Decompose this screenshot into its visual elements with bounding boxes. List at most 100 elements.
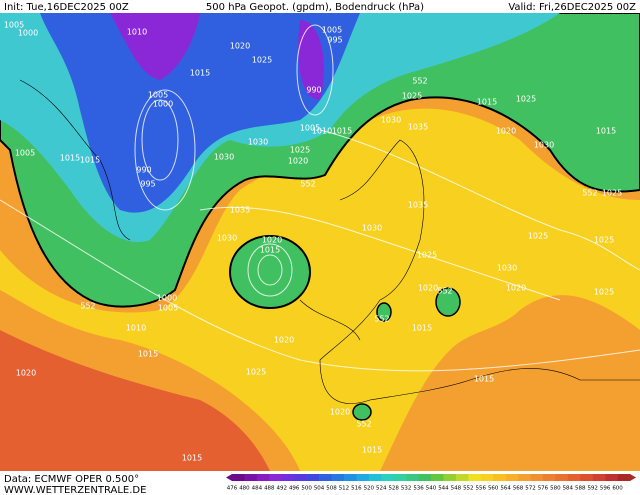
colorbar-tick-label: 540 — [426, 486, 437, 492]
colorbar-tick-label: 572 — [525, 486, 536, 492]
colorbar-tick-label: 568 — [513, 486, 524, 492]
map — [0, 12, 640, 472]
colorbar-tick-label: 556 — [476, 486, 487, 492]
isobar-label: 1015 — [362, 446, 382, 455]
title: 500 hPa Geopot. (gpdm), Bodendruck (hPa) — [206, 2, 424, 13]
isobar-label: 1025 — [594, 288, 614, 297]
isobar-label: 1020 — [506, 284, 526, 293]
colorbar-tick-label: 500 — [301, 486, 312, 492]
colorbar-segment — [368, 474, 382, 481]
coastlines — [19, 79, 640, 404]
isobar-label: 552 — [80, 302, 95, 311]
colorbar-segment — [605, 474, 618, 481]
colorbar-tick-label: 532 — [401, 486, 412, 492]
valid-time: Valid: Fri,26DEC2025 00Z — [508, 2, 636, 13]
isobar-label: 1025 — [594, 236, 614, 245]
isobar-label: 1035 — [408, 123, 428, 132]
website: WWW.WETTERZENTRALE.DE — [4, 485, 146, 495]
colorbar-segment — [505, 474, 519, 481]
isobar-label: 1030 — [248, 138, 268, 147]
isobar-label: 1015 — [474, 375, 494, 384]
colorbar-segment — [244, 474, 258, 481]
colorbar-segment — [418, 474, 432, 481]
colorbar-segment — [567, 474, 581, 481]
isobar-label: 1025 — [246, 368, 266, 377]
colorbar-segment — [431, 474, 444, 481]
colorbar-tick-label: 588 — [575, 486, 586, 492]
isobar-label: 1015 — [412, 324, 432, 333]
isobar-label: 1005 — [322, 26, 342, 35]
colorbar-tick-label: 492 — [277, 486, 288, 492]
isobar-label: 552 — [300, 180, 315, 189]
colorbar-tick-label: 576 — [538, 486, 549, 492]
colorbar-segment — [232, 474, 245, 481]
contour-552-low — [376, 302, 392, 322]
colorbar-segment — [381, 474, 394, 481]
colorbar-segment — [443, 474, 457, 481]
isobar-label: 1020 — [230, 42, 250, 51]
colorbar-segment — [306, 474, 320, 481]
colorbar-tick-label: 516 — [351, 486, 362, 492]
isobar-label: 1015 — [332, 127, 352, 136]
isobar-label: 1030 — [214, 153, 234, 162]
isobar-label: 1020 — [330, 408, 350, 417]
colorbar-arrow-low — [226, 474, 232, 481]
colorbar-tick-label: 564 — [500, 486, 511, 492]
colorbar-segment — [269, 474, 283, 481]
colorbar-tick-label: 596 — [600, 486, 611, 492]
isobar-label: 1005 — [148, 91, 168, 100]
colorbar-segment — [356, 474, 370, 481]
colorbar-tick-label: 548 — [451, 486, 462, 492]
isobar-label: 1020 — [16, 369, 36, 378]
colorbar-tick-label: 528 — [388, 486, 399, 492]
isobar-label: 552 — [412, 77, 427, 86]
isobar-label: 552 — [374, 315, 389, 324]
colorbar-segment — [281, 474, 295, 481]
isobar-label: 1035 — [230, 206, 250, 215]
data-source: Data: ECMWF OPER 0.500° — [4, 474, 139, 485]
isobar-label: 1020 — [418, 284, 438, 293]
colorbar-tick-label: 536 — [413, 486, 424, 492]
colorbar-tick-label: 476 — [227, 486, 238, 492]
init-time: Init: Tue,16DEC2025 00Z — [4, 2, 129, 13]
colorbar-tick-label: 484 — [252, 486, 263, 492]
field-red — [0, 330, 270, 471]
isobar-label: 1020 — [288, 157, 308, 166]
isobar-label: 1015 — [182, 454, 202, 463]
isobar-label: 1015 — [477, 98, 497, 107]
isobar-label: 995 — [140, 180, 155, 189]
colorbar-tick-label: 560 — [488, 486, 499, 492]
isobar-label: 1005 — [158, 304, 178, 313]
colorbar-segment — [406, 474, 419, 481]
colorbar-segment — [331, 474, 345, 481]
contour-552-low — [352, 403, 372, 421]
isobar-label: 1015 — [260, 246, 280, 255]
isobar-label: 1015 — [60, 154, 80, 163]
isobar-label: 1010 — [127, 28, 147, 37]
isobar-label: 990 — [306, 86, 321, 95]
colorbar-tick-label: 524 — [376, 486, 387, 492]
colorbar-tick-label: 520 — [364, 486, 375, 492]
field-blue — [40, 13, 360, 213]
colorbar-segment — [555, 474, 569, 481]
colorbar-segment — [542, 474, 556, 481]
colorbar-segment — [343, 474, 357, 481]
isobar-label: 1020 — [274, 336, 294, 345]
colorbar-segment — [592, 474, 606, 481]
isobar-label: 1015 — [138, 350, 158, 359]
colorbar-tick-label: 580 — [550, 486, 561, 492]
isobar-label: 552 — [356, 420, 371, 429]
colorbar-tick-label: 480 — [239, 486, 250, 492]
isobar-label: 1025 — [417, 251, 437, 260]
isobar-label: 1015 — [190, 69, 210, 78]
isobar-label: 1030 — [217, 234, 237, 243]
isobar-label: 1025 — [252, 56, 272, 65]
colorbar-arrow-high — [630, 474, 636, 481]
isobar-label: 1000 — [153, 100, 173, 109]
colorbar-segment — [294, 474, 307, 481]
isobar-label: 995 — [327, 36, 342, 45]
colorbar-segment — [580, 474, 593, 481]
isobar-label: 1035 — [408, 201, 428, 210]
